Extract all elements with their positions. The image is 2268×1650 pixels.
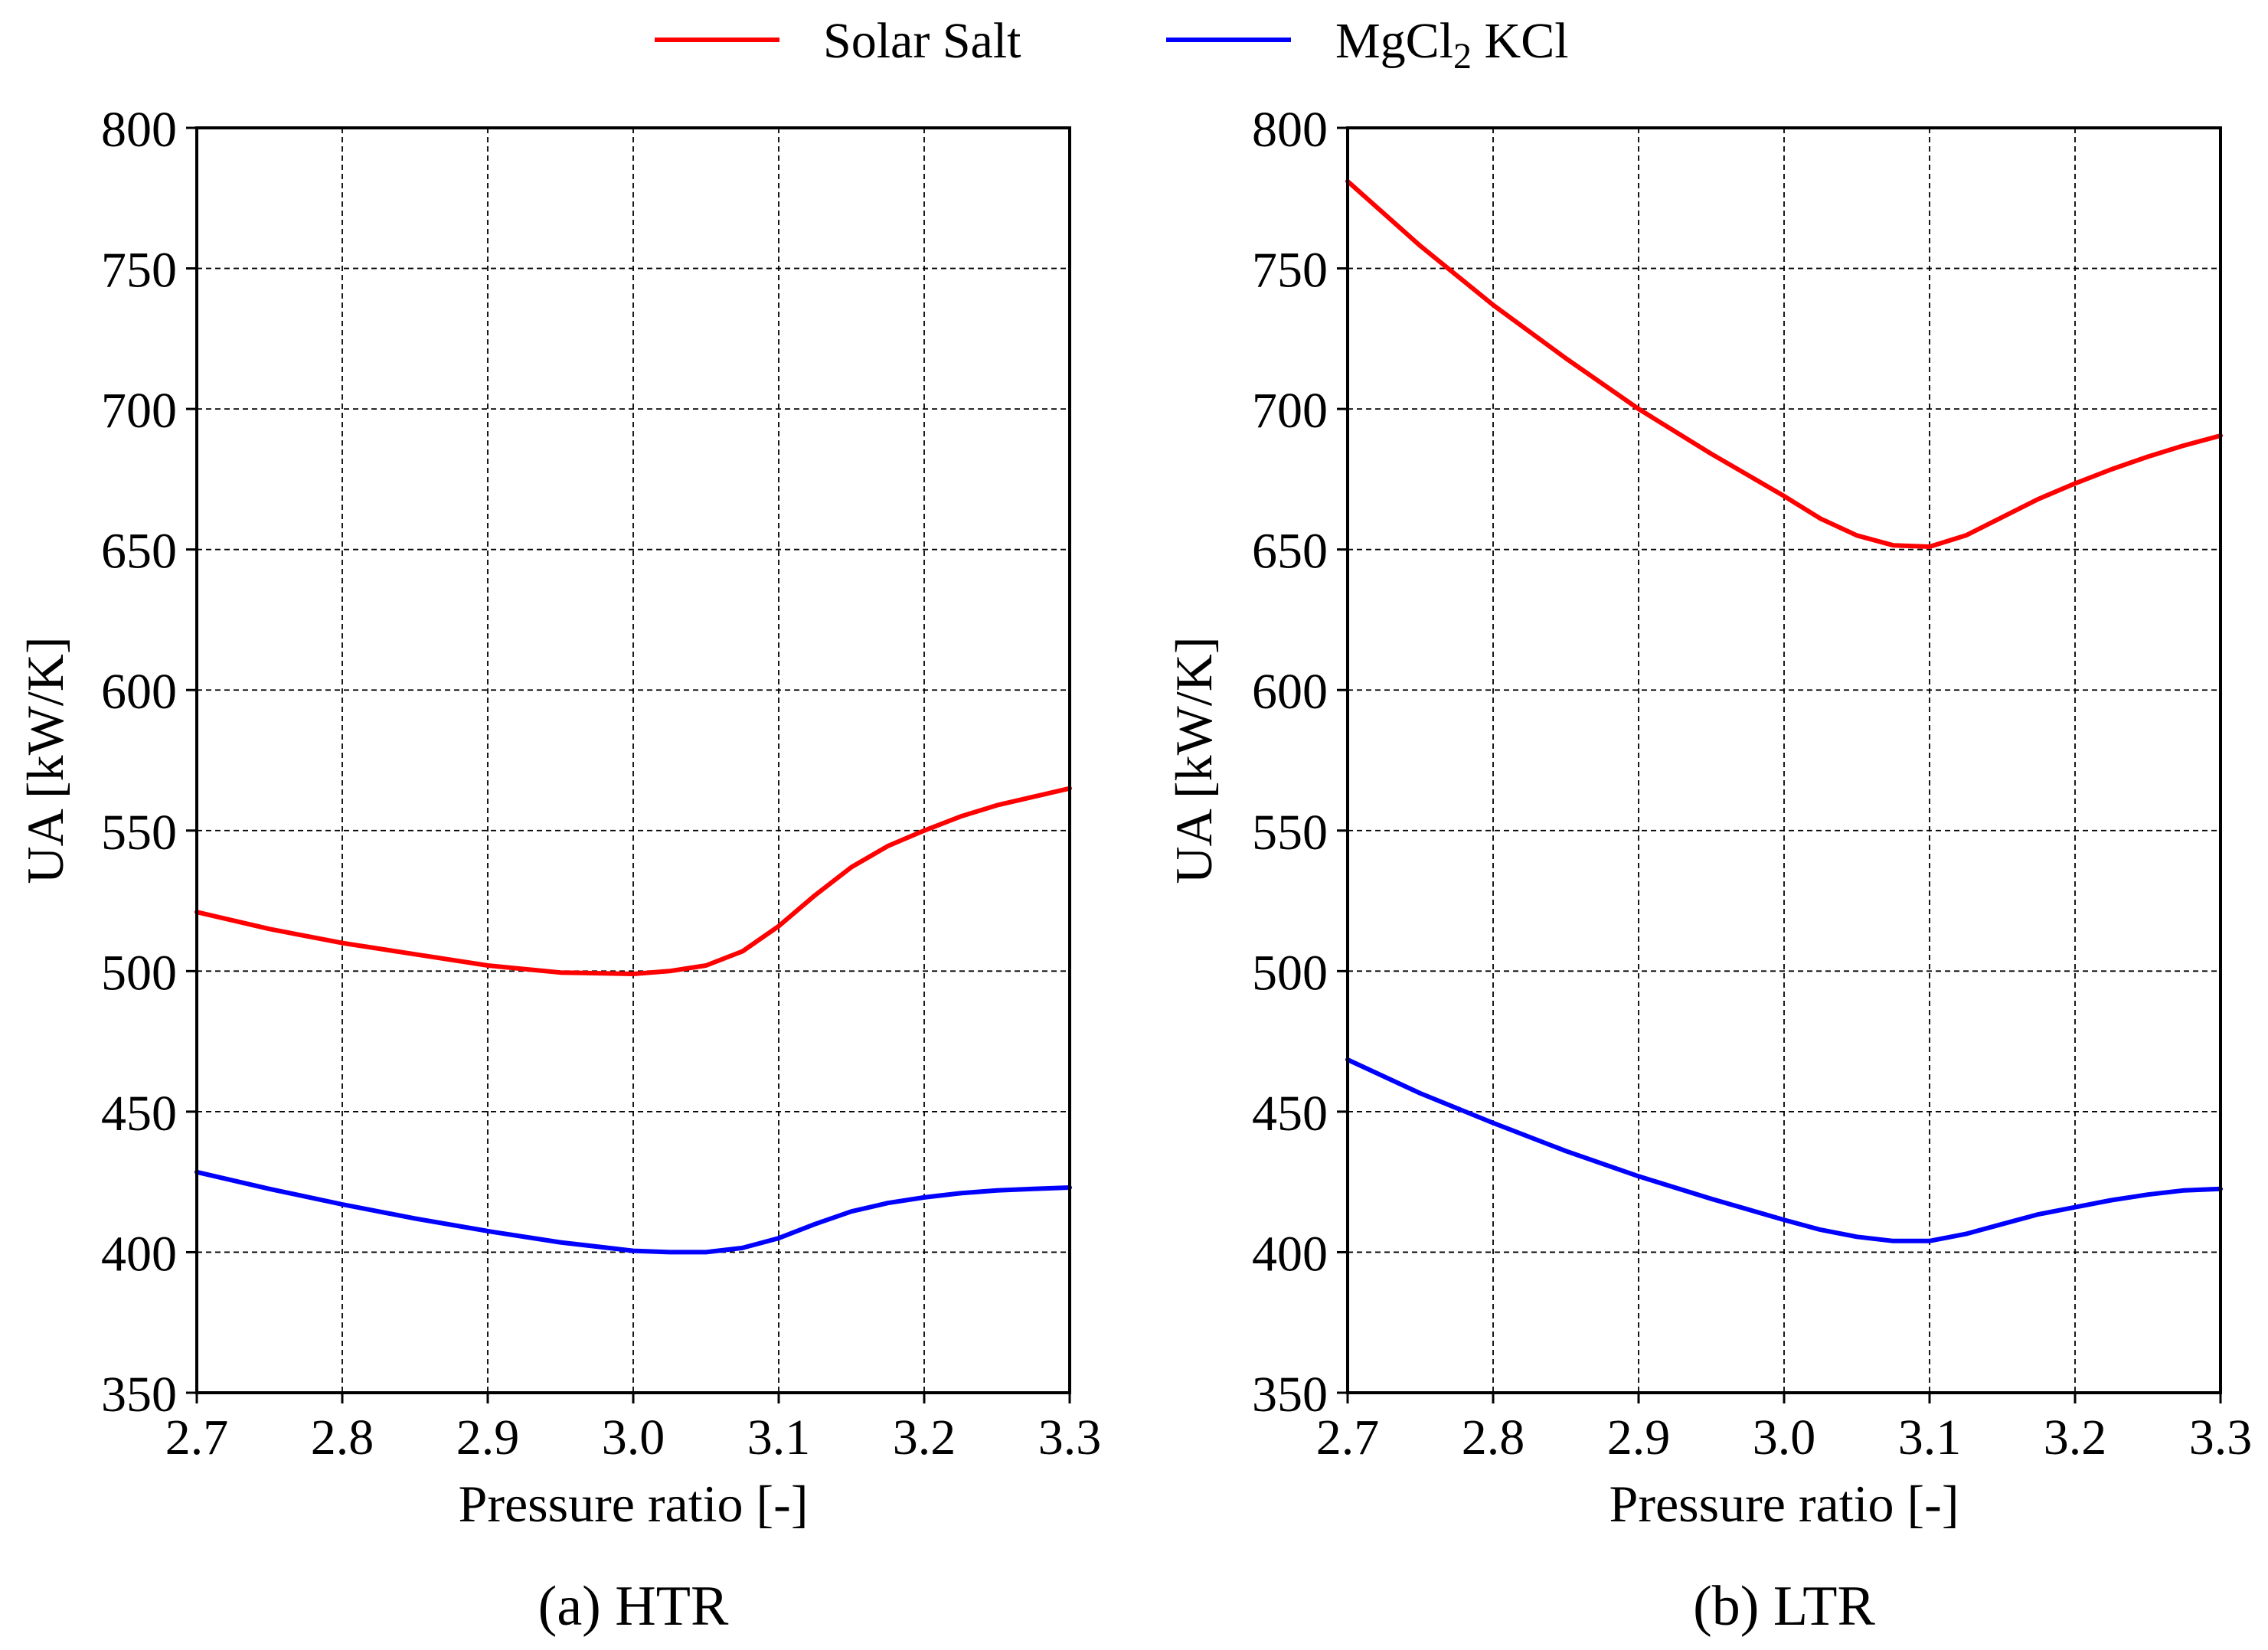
- y-tick-label: 650: [1252, 524, 1328, 580]
- x-tick-label: 3.2: [2044, 1410, 2107, 1465]
- y-tick-label: 600: [1252, 664, 1328, 720]
- y-tick-label: 750: [1252, 243, 1328, 299]
- x-tick-label: 3.1: [1898, 1410, 1962, 1465]
- legend: Solar Salt MgCl2 KCl: [655, 13, 1569, 77]
- y-tick-label: 400: [101, 1226, 177, 1282]
- series-line-mgcl2-kcl: [194, 1169, 1072, 1255]
- panel-ltr: 2.7 2.8 2.9 3.0 3.1 3.2 3.3 350 400 450 500 550 600 6…: [1165, 102, 2252, 1638]
- y-axis-label: UA [kW/K]: [1165, 637, 1223, 884]
- series-line-mgcl2-kcl: [1345, 1057, 2223, 1243]
- y-tick-label: 800: [1252, 102, 1328, 158]
- series-line-solar-salt: [1345, 178, 2223, 549]
- y-tick-label: 450: [101, 1086, 177, 1142]
- series-line-solar-salt: [194, 786, 1072, 976]
- y-tick-label: 650: [101, 524, 177, 580]
- y-tick-label: 550: [1252, 805, 1328, 861]
- x-axis-label: Pressure ratio [-]: [459, 1475, 809, 1533]
- x-tick-label: 2.7: [1316, 1410, 1380, 1465]
- x-tick-label: 2.9: [456, 1410, 520, 1465]
- x-tick-label: 2.8: [1462, 1410, 1525, 1465]
- y-tick-label: 450: [1252, 1086, 1328, 1142]
- y-axis-label: UA [kW/K]: [16, 637, 74, 884]
- panel-htr: 2.7 2.8 2.9 3.0 3.1 3.2 3.3 350 400 450 500 550 600 6…: [16, 102, 1101, 1638]
- x-tick-label: 3.3: [2189, 1410, 2253, 1465]
- x-tick-label: 3.0: [602, 1410, 665, 1465]
- legend-label-mgcl2-main: MgCl: [1335, 13, 1453, 69]
- x-tick-label: 2.7: [165, 1410, 229, 1465]
- legend-label-mgcl2-subscript: 2: [1453, 36, 1472, 77]
- x-tick-label: 3.0: [1753, 1410, 1816, 1465]
- y-tick-label: 350: [101, 1367, 177, 1423]
- y-tick-label: 700: [1252, 383, 1328, 439]
- x-tick-label: 3.3: [1038, 1410, 1102, 1465]
- legend-label-mgcl2-kcl: MgCl2 KCl: [1335, 13, 1569, 77]
- panel-caption: (a) HTR: [538, 1575, 729, 1638]
- y-tick-label: 550: [101, 805, 177, 861]
- y-tick-label: 750: [101, 243, 177, 299]
- x-tick-label: 3.2: [893, 1410, 956, 1465]
- x-tick-label: 2.9: [1607, 1410, 1671, 1465]
- y-tick-label: 350: [1252, 1367, 1328, 1423]
- y-tick-label: 700: [101, 383, 177, 439]
- y-tick-label: 400: [1252, 1226, 1328, 1282]
- legend-label-solar-salt: Solar Salt: [823, 13, 1021, 69]
- y-tick-label: 500: [101, 945, 177, 1001]
- panel-caption: (b) LTR: [1693, 1575, 1875, 1638]
- x-axis-label: Pressure ratio [-]: [1609, 1475, 1959, 1533]
- x-tick-label: 2.8: [311, 1410, 374, 1465]
- y-tick-label: 600: [101, 664, 177, 720]
- y-tick-label: 800: [101, 102, 177, 158]
- x-tick-label: 3.1: [747, 1410, 811, 1465]
- legend-label-mgcl2-tail: KCl: [1472, 13, 1569, 69]
- y-tick-label: 500: [1252, 945, 1328, 1001]
